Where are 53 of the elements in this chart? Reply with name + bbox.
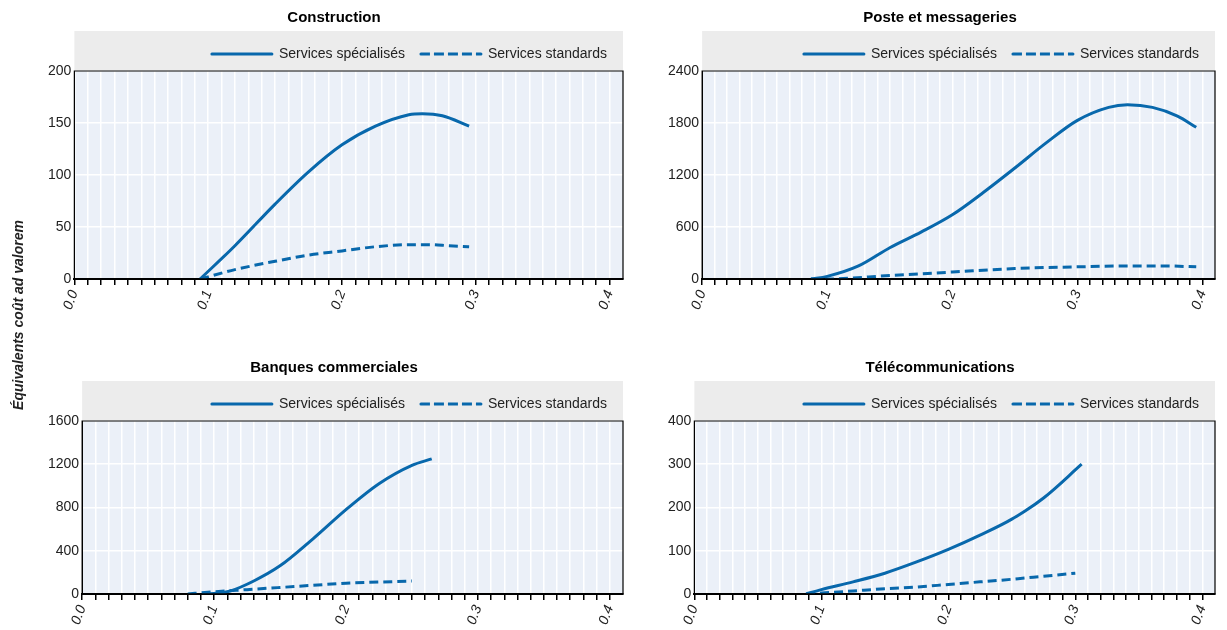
- y-tick-label: 50: [55, 217, 72, 234]
- legend-label: Services standards: [487, 394, 608, 411]
- y-tick-label: 200: [668, 498, 692, 515]
- y-tick-label: 1200: [667, 165, 700, 182]
- y-tick-label: 800: [55, 498, 80, 515]
- x-tick-label: 0.3: [462, 602, 485, 627]
- x-tick-label: 0.1: [192, 287, 215, 312]
- x-tick-label: 0.2: [330, 602, 353, 627]
- y-tick-label: 100: [668, 541, 692, 558]
- y-tick-label: 2400: [667, 61, 700, 78]
- x-tick-label: 0.4: [594, 602, 617, 627]
- legend-label: Services spécialisés: [870, 44, 997, 61]
- legend-label: Services standards: [487, 44, 608, 61]
- x-tick-label: 0.0: [679, 602, 701, 627]
- y-axis-title: Équivalents coût ad valorem: [10, 220, 26, 410]
- x-tick-label: 0.1: [198, 602, 221, 627]
- y-tick-label: 1200: [47, 455, 80, 472]
- x-tick-label: 0.4: [1187, 287, 1210, 312]
- y-tick-label: 0: [63, 269, 72, 286]
- y-tick-label: 0: [691, 269, 700, 286]
- y-tick-label: 1600: [47, 411, 80, 428]
- y-tick-label: 200: [48, 61, 72, 78]
- x-tick-label: 0.1: [806, 602, 828, 627]
- x-tick-label: 0.3: [1062, 287, 1084, 312]
- x-tick-label: 0.4: [1187, 602, 1209, 627]
- y-tick-label: 600: [675, 217, 700, 234]
- y-tick-label: 1800: [667, 113, 700, 130]
- y-tick-label: 0: [71, 584, 80, 601]
- legend-label: Services standards: [1079, 44, 1200, 61]
- x-tick-label: 0.0: [59, 287, 81, 312]
- y-tick-label: 400: [55, 541, 80, 558]
- y-tick-label: 100: [48, 165, 72, 182]
- x-tick-label: 0.2: [937, 287, 959, 312]
- x-tick-label: 0.3: [1060, 602, 1082, 627]
- y-tick-label: 300: [668, 455, 692, 472]
- y-tick-label: 150: [48, 113, 72, 130]
- legend-label: Services standards: [1079, 394, 1200, 411]
- legend-label: Services spécialisés: [870, 394, 997, 411]
- chart-title: Banques commerciales: [250, 358, 418, 376]
- x-tick-label: 0.2: [326, 287, 349, 312]
- legend-label: Services spécialisés: [278, 394, 405, 411]
- chart-title: Poste et messageries: [863, 8, 1017, 26]
- chart-title: Construction: [287, 8, 381, 26]
- y-tick-label: 0: [683, 584, 692, 601]
- x-tick-label: 0.4: [594, 287, 617, 312]
- x-tick-label: 0.0: [66, 602, 89, 627]
- x-tick-label: 0.3: [460, 287, 483, 312]
- x-tick-label: 0.1: [812, 287, 834, 312]
- x-tick-label: 0.0: [686, 287, 709, 312]
- y-tick-label: 400: [668, 411, 692, 428]
- x-tick-label: 0.2: [933, 602, 955, 627]
- chart-title: Télécommunications: [865, 358, 1015, 376]
- legend-label: Services spécialisés: [278, 44, 405, 61]
